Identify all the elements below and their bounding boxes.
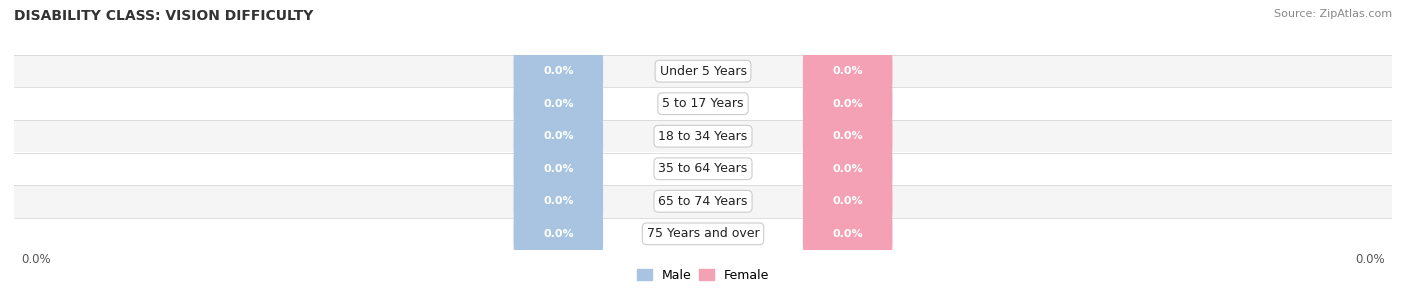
Text: 65 to 74 Years: 65 to 74 Years xyxy=(658,195,748,208)
Bar xyxy=(14,120,1392,152)
Text: Source: ZipAtlas.com: Source: ZipAtlas.com xyxy=(1274,9,1392,19)
Text: 0.0%: 0.0% xyxy=(21,253,51,266)
FancyBboxPatch shape xyxy=(513,46,603,96)
Legend: Male, Female: Male, Female xyxy=(631,264,775,287)
Text: 0.0%: 0.0% xyxy=(832,196,863,206)
Bar xyxy=(14,217,1392,250)
Text: 0.0%: 0.0% xyxy=(543,99,574,109)
Bar xyxy=(14,88,1392,120)
FancyBboxPatch shape xyxy=(803,144,893,194)
FancyBboxPatch shape xyxy=(513,209,603,259)
Text: 0.0%: 0.0% xyxy=(832,164,863,174)
Text: 0.0%: 0.0% xyxy=(543,229,574,239)
Text: 0.0%: 0.0% xyxy=(832,229,863,239)
Text: 18 to 34 Years: 18 to 34 Years xyxy=(658,130,748,143)
Text: 75 Years and over: 75 Years and over xyxy=(647,227,759,240)
Text: Under 5 Years: Under 5 Years xyxy=(659,65,747,78)
Text: 5 to 17 Years: 5 to 17 Years xyxy=(662,97,744,110)
FancyBboxPatch shape xyxy=(513,176,603,227)
FancyBboxPatch shape xyxy=(803,78,893,129)
FancyBboxPatch shape xyxy=(803,176,893,227)
Text: 0.0%: 0.0% xyxy=(832,131,863,141)
Text: 0.0%: 0.0% xyxy=(543,196,574,206)
Bar xyxy=(14,152,1392,185)
Bar xyxy=(14,185,1392,217)
Text: 0.0%: 0.0% xyxy=(543,66,574,76)
Text: 0.0%: 0.0% xyxy=(1355,253,1385,266)
Text: 0.0%: 0.0% xyxy=(543,131,574,141)
FancyBboxPatch shape xyxy=(803,46,893,96)
FancyBboxPatch shape xyxy=(513,144,603,194)
Text: 0.0%: 0.0% xyxy=(832,66,863,76)
Text: 35 to 64 Years: 35 to 64 Years xyxy=(658,162,748,175)
Text: 0.0%: 0.0% xyxy=(543,164,574,174)
FancyBboxPatch shape xyxy=(803,209,893,259)
Text: 0.0%: 0.0% xyxy=(832,99,863,109)
FancyBboxPatch shape xyxy=(513,111,603,161)
Bar xyxy=(14,55,1392,88)
FancyBboxPatch shape xyxy=(803,111,893,161)
Text: DISABILITY CLASS: VISION DIFFICULTY: DISABILITY CLASS: VISION DIFFICULTY xyxy=(14,9,314,23)
FancyBboxPatch shape xyxy=(513,78,603,129)
